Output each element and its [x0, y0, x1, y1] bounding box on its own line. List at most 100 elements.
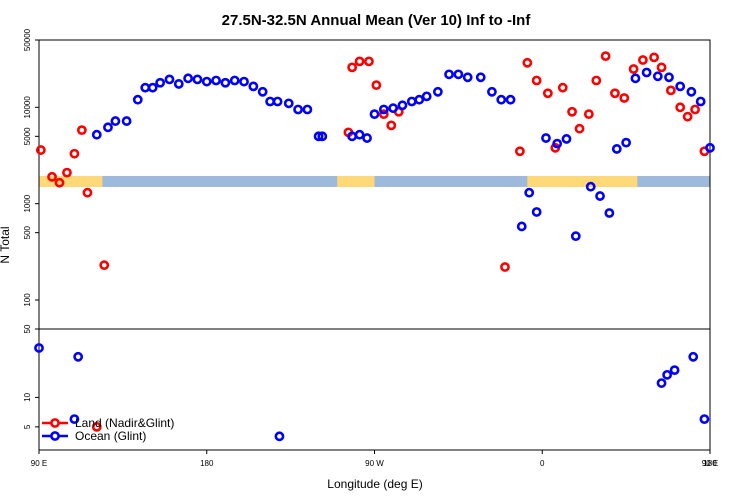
land-point-upper: [364, 56, 374, 67]
ocean-point-upper: [621, 137, 632, 148]
ocean-point-upper: [444, 69, 454, 80]
ocean-point-lower: [73, 351, 84, 362]
land-point-upper: [574, 123, 585, 134]
ocean-point-lower: [662, 369, 673, 380]
ocean-point-upper: [265, 96, 276, 107]
land-point-upper: [354, 56, 365, 67]
ocean-point-upper: [611, 144, 622, 154]
land-point-upper: [47, 171, 57, 182]
land-point-upper: [531, 75, 542, 86]
ocean-point-upper: [397, 100, 408, 111]
data-points: [34, 51, 715, 442]
ocean-point-upper: [164, 74, 175, 85]
ocean-point-lower: [274, 431, 285, 442]
ocean-point-upper: [257, 86, 268, 97]
ocean-point-upper: [462, 72, 473, 83]
y-tick-label: 10: [23, 392, 32, 401]
ocean-point-upper: [121, 116, 132, 126]
ocean-point-upper: [239, 76, 249, 87]
y-tick-label: 1000: [23, 194, 32, 212]
ocean-point-upper: [705, 142, 715, 153]
y-axis-label: N Total: [0, 226, 12, 263]
ocean-point-upper: [406, 96, 417, 107]
legend-label: Land (Nadir&Glint): [75, 416, 174, 430]
legend-label: Ocean (Glint): [75, 429, 146, 443]
ocean-point-upper: [475, 72, 486, 83]
ocean-point-upper: [132, 94, 143, 105]
land-point-upper: [35, 145, 46, 155]
ocean-point-upper: [604, 208, 615, 218]
ocean-point-upper: [630, 73, 641, 84]
ocean-point-lower: [688, 351, 699, 362]
x-tick-label: 90 E: [31, 459, 47, 468]
land-point-upper: [347, 62, 358, 73]
map-land-segment: [337, 175, 375, 187]
ocean-point-upper: [524, 187, 535, 198]
land-point-upper: [591, 75, 602, 86]
ocean-point-upper: [147, 82, 158, 93]
ocean-point-upper: [552, 138, 563, 149]
land-point-upper: [567, 106, 577, 117]
ocean-point-upper: [183, 73, 194, 84]
ocean-point-upper: [531, 207, 542, 217]
y-tick-label: 5000: [23, 127, 32, 145]
ocean-point-upper: [313, 131, 324, 142]
land-point-upper: [675, 102, 686, 113]
ocean-point-upper: [347, 131, 358, 142]
land-point-upper: [76, 125, 87, 136]
map-land-segment: [39, 175, 103, 187]
land-point-upper: [665, 85, 676, 96]
x-tick-label: 90 E: [702, 459, 718, 468]
land-point-upper: [500, 262, 510, 272]
y-tick-label: 10000: [23, 96, 32, 119]
y-tick-label: 5: [23, 424, 32, 429]
ocean-point-upper: [103, 122, 113, 133]
land-point-upper: [378, 109, 389, 120]
ocean-point-upper: [561, 134, 572, 144]
x-axis-label: Longitude (deg E): [327, 477, 422, 491]
land-point-upper: [386, 120, 397, 131]
ocean-point-upper: [283, 98, 294, 109]
legend-marker: [50, 418, 60, 428]
ocean-point-upper: [516, 221, 527, 232]
land-point-upper: [69, 148, 80, 159]
land-point-upper: [600, 51, 611, 62]
land-point-upper: [542, 88, 553, 99]
land-point-upper: [82, 187, 93, 198]
ocean-point-upper: [686, 86, 697, 97]
x-tick-label: 180: [703, 459, 717, 468]
ocean-point-upper: [453, 69, 464, 80]
land-point-upper: [514, 146, 525, 157]
ocean-point-upper: [317, 131, 328, 142]
ocean-point-upper: [585, 181, 596, 192]
ocean-point-upper: [155, 77, 166, 88]
land-point-upper: [690, 104, 700, 115]
chart-title: 27.5N-32.5N Annual Mean (Ver 10) Inf to …: [222, 12, 532, 29]
land-point-lower: [91, 421, 102, 432]
x-tick-label: 0: [540, 459, 545, 468]
ocean-point-upper: [110, 116, 121, 126]
ocean-point-upper: [302, 104, 313, 115]
ocean-point-upper: [293, 104, 303, 115]
ocean-point-upper: [354, 129, 365, 140]
x-tick-label: 180: [200, 459, 214, 468]
legend-marker: [50, 431, 60, 441]
y-tick-label: 50000: [23, 28, 32, 51]
land-point-upper: [522, 57, 533, 68]
ocean-point-upper: [595, 191, 605, 201]
ocean-point-upper: [505, 94, 516, 105]
ocean-point-upper: [541, 133, 551, 143]
ocean-point-upper: [220, 77, 231, 88]
land-point-upper: [656, 62, 667, 73]
ocean-point-upper: [487, 86, 497, 97]
ocean-point-upper: [229, 75, 240, 86]
land-point-upper: [638, 55, 648, 65]
ocean-point-upper: [652, 71, 663, 82]
ocean-point-upper: [91, 129, 102, 140]
land-point-upper: [583, 109, 594, 120]
y-tick-label: 50: [23, 324, 32, 333]
land-point-upper: [54, 177, 65, 188]
land-point-upper: [371, 80, 382, 91]
ocean-point-upper: [414, 94, 425, 105]
